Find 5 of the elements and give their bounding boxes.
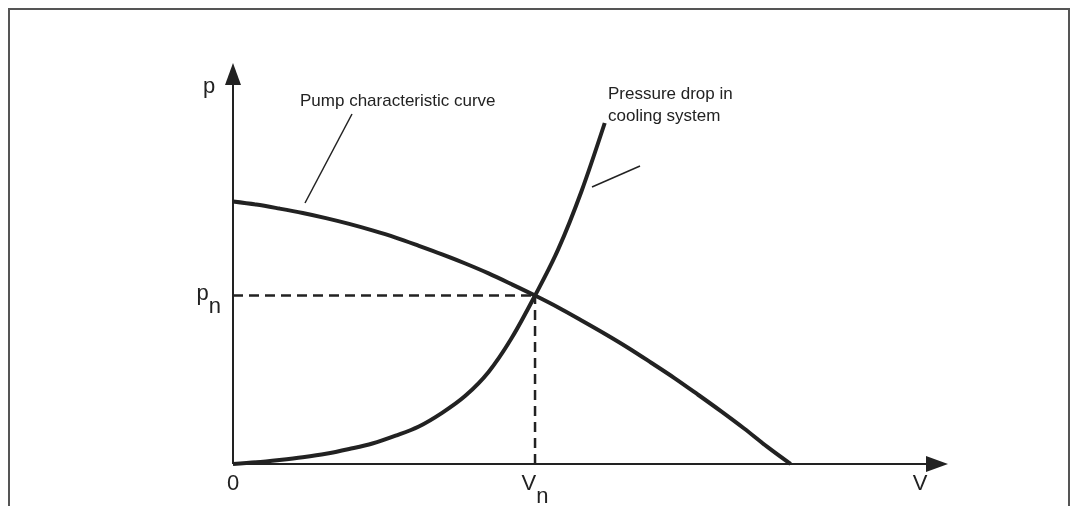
y-axis-title: p — [202, 73, 216, 98]
x-tick-label: 0 — [226, 470, 240, 495]
x-axis-title: V — [912, 470, 928, 495]
annotation: Pressure drop in cooling system — [608, 84, 733, 125]
text: Pump characteristic curve — [300, 91, 496, 110]
